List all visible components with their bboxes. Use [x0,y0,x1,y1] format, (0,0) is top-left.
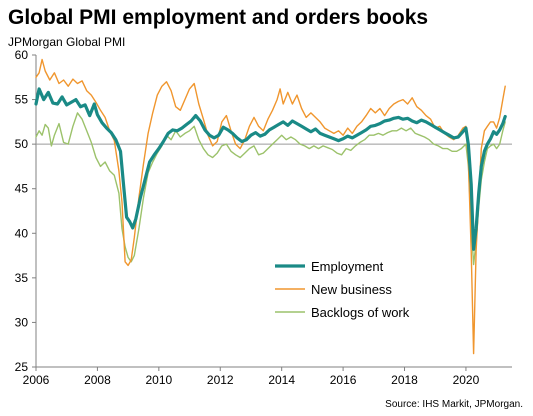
x-tick-labels: 2006 2008 2010 2012 2014 2016 2018 2020 [23,373,480,387]
axes [32,54,512,371]
y-tick-label: 35 [15,271,29,285]
series-line-backlogs-of-work [35,112,506,266]
x-tick-label: 2020 [453,373,480,387]
y-tick-labels: 25 30 35 40 45 50 55 60 [15,48,29,374]
y-tick-label: 45 [15,182,29,196]
source-note: Source: IHS Markit, JPMorgan. [385,399,523,410]
legend-label-new-business: New business [311,282,392,297]
x-tick-label: 2018 [391,373,418,387]
x-tick-label: 2012 [207,373,234,387]
series-line-new-business [35,58,506,355]
y-tick-label: 50 [15,137,29,151]
x-tick-label: 2006 [23,373,50,387]
chart-title: Global PMI employment and orders books [8,6,429,29]
x-tick-label: 2008 [84,373,111,387]
x-tick-label: 2010 [145,373,172,387]
y-tick-label: 25 [15,360,29,374]
legend: Employment New business Backlogs of work [275,259,410,320]
y-tick-label: 55 [15,93,29,107]
legend-label-backlogs-of-work: Backlogs of work [311,305,410,320]
y-tick-label: 30 [15,315,29,329]
y-tick-label: 60 [15,48,29,62]
y-tick-label: 40 [15,226,29,240]
legend-label-employment: Employment [311,259,384,274]
x-tick-label: 2016 [330,373,357,387]
series-lines [34,58,507,355]
x-tick-label: 2014 [268,373,295,387]
y-axis-label: JPMorgan Global PMI [8,35,126,49]
series-line-employment [34,87,507,251]
